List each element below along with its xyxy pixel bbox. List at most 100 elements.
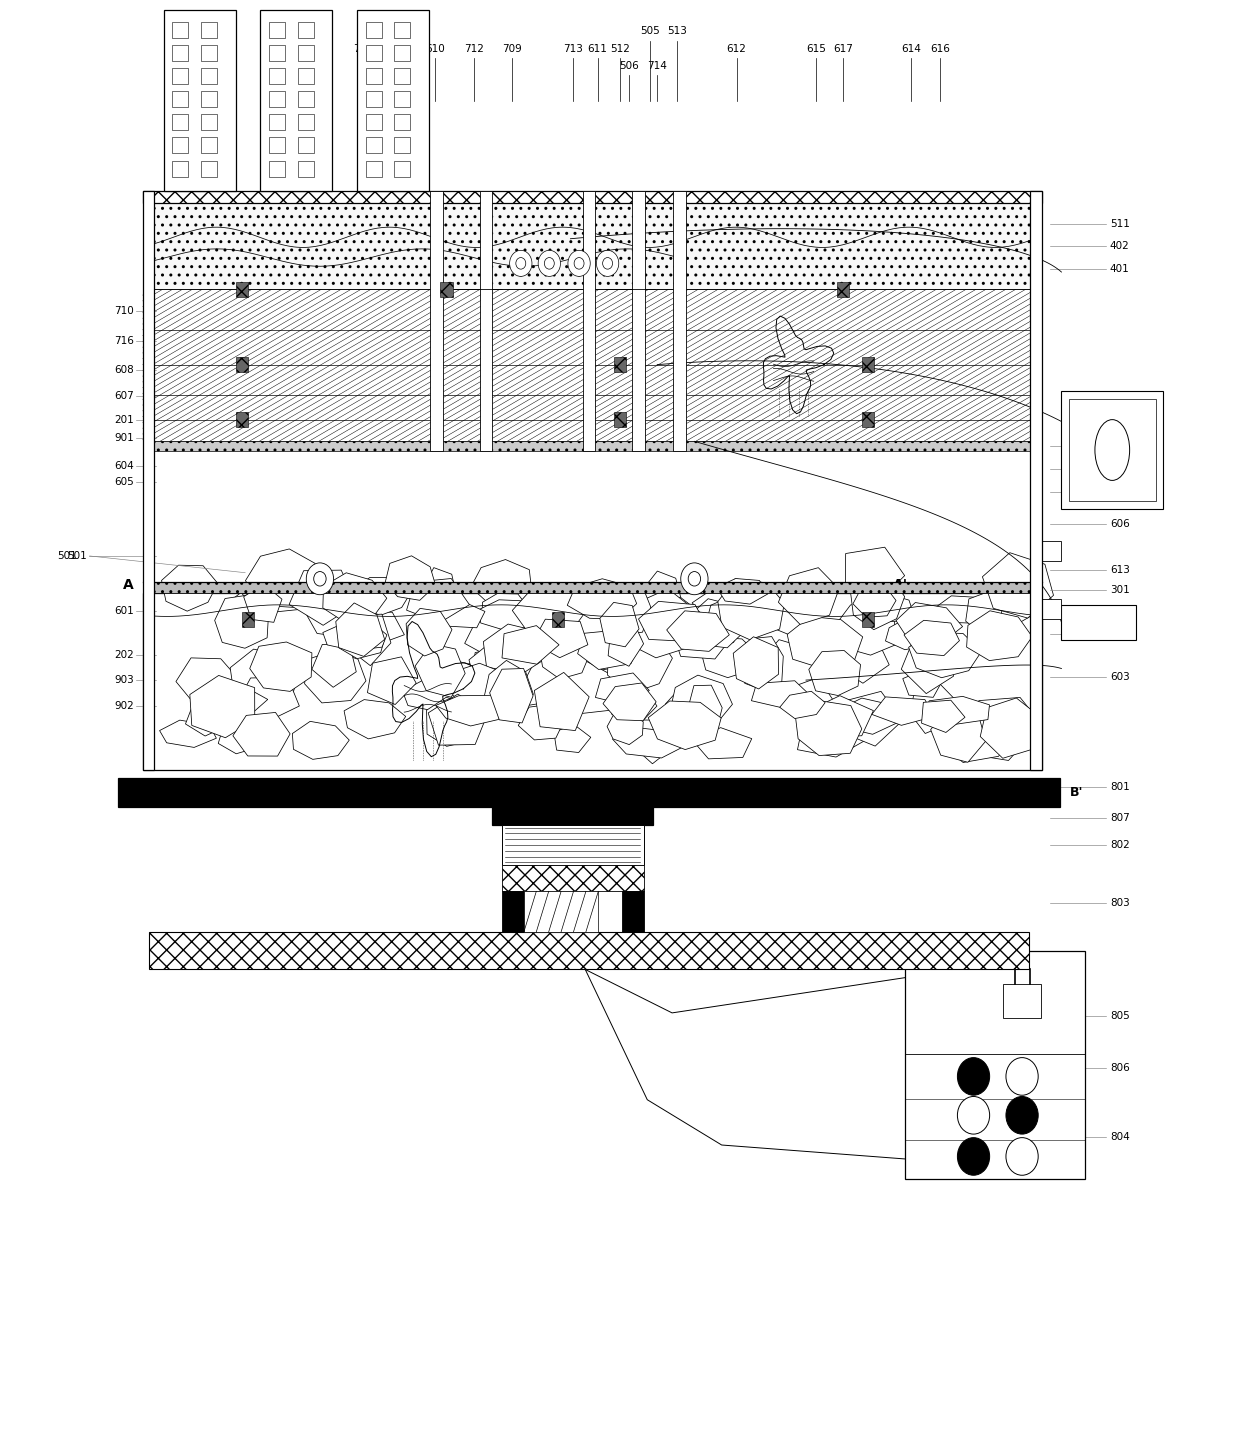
Text: 807: 807: [1110, 813, 1130, 822]
Bar: [622, 891, 645, 932]
Text: 606: 606: [1110, 519, 1130, 528]
Polygon shape: [471, 655, 528, 690]
Bar: [298, 45, 314, 61]
Text: 615: 615: [806, 43, 826, 54]
Bar: [394, 22, 410, 38]
Text: 513: 513: [667, 26, 687, 36]
Bar: [149, 932, 1029, 969]
Polygon shape: [903, 670, 942, 697]
Text: 301: 301: [1110, 586, 1130, 595]
Polygon shape: [233, 712, 290, 757]
Text: 802: 802: [1110, 841, 1130, 849]
Bar: [394, 114, 410, 130]
Polygon shape: [160, 721, 216, 748]
Polygon shape: [215, 595, 269, 648]
Bar: [201, 22, 217, 38]
Polygon shape: [609, 619, 662, 673]
Bar: [143, 582, 1042, 593]
Polygon shape: [691, 599, 740, 650]
Bar: [862, 612, 874, 627]
Bar: [501, 825, 645, 865]
Polygon shape: [637, 589, 691, 648]
Circle shape: [538, 250, 560, 276]
Polygon shape: [211, 687, 268, 715]
Circle shape: [957, 1058, 990, 1095]
Polygon shape: [910, 680, 954, 734]
Polygon shape: [471, 560, 532, 608]
Polygon shape: [779, 567, 839, 625]
Polygon shape: [336, 603, 384, 657]
Bar: [394, 137, 410, 153]
Bar: [366, 22, 382, 38]
Bar: [269, 22, 285, 38]
Polygon shape: [600, 602, 639, 647]
Polygon shape: [717, 579, 768, 603]
Text: 506: 506: [619, 61, 639, 71]
Bar: [440, 282, 453, 297]
Polygon shape: [846, 547, 905, 601]
Polygon shape: [981, 602, 1027, 631]
Polygon shape: [427, 658, 481, 695]
Bar: [366, 91, 382, 107]
Circle shape: [603, 258, 613, 269]
Bar: [172, 114, 188, 130]
Bar: [366, 161, 382, 177]
Polygon shape: [901, 634, 954, 693]
Text: 608: 608: [114, 366, 134, 375]
Bar: [366, 137, 382, 153]
Polygon shape: [693, 728, 751, 758]
Text: 709: 709: [502, 43, 522, 54]
Bar: [298, 161, 314, 177]
Polygon shape: [967, 611, 1032, 661]
Bar: [172, 45, 188, 61]
Bar: [143, 593, 1042, 770]
Polygon shape: [222, 592, 257, 647]
Polygon shape: [346, 614, 391, 666]
Bar: [673, 191, 686, 451]
Bar: [583, 191, 595, 451]
Polygon shape: [611, 684, 657, 726]
Text: 702: 702: [285, 43, 305, 54]
Polygon shape: [465, 616, 522, 660]
Polygon shape: [608, 713, 644, 745]
Polygon shape: [567, 579, 636, 619]
Bar: [394, 91, 410, 107]
Polygon shape: [787, 616, 863, 669]
Text: 401: 401: [1110, 265, 1130, 273]
Polygon shape: [931, 708, 986, 763]
Text: 509: 509: [1110, 464, 1130, 473]
Bar: [298, 91, 314, 107]
Polygon shape: [666, 690, 706, 719]
Bar: [172, 161, 188, 177]
Bar: [1069, 399, 1156, 501]
Polygon shape: [322, 573, 387, 622]
Bar: [172, 22, 188, 38]
Circle shape: [688, 572, 701, 586]
Text: 806: 806: [1110, 1064, 1130, 1072]
Text: 505: 505: [640, 26, 660, 36]
Polygon shape: [853, 585, 897, 618]
Text: 803: 803: [1110, 899, 1130, 907]
Polygon shape: [941, 719, 1014, 763]
Bar: [632, 191, 645, 451]
Polygon shape: [485, 660, 533, 713]
Bar: [269, 137, 285, 153]
Polygon shape: [293, 722, 350, 760]
Polygon shape: [244, 577, 319, 612]
Bar: [394, 68, 410, 84]
Polygon shape: [870, 595, 913, 622]
Polygon shape: [472, 647, 525, 684]
Text: 901: 901: [114, 434, 134, 443]
Circle shape: [568, 250, 590, 276]
Polygon shape: [649, 700, 722, 750]
Polygon shape: [352, 577, 412, 615]
Polygon shape: [839, 692, 903, 747]
Bar: [837, 282, 849, 297]
Bar: [143, 191, 154, 770]
Bar: [862, 412, 874, 427]
Polygon shape: [837, 640, 889, 683]
Polygon shape: [718, 579, 785, 640]
Circle shape: [596, 250, 619, 276]
Polygon shape: [403, 680, 470, 712]
Polygon shape: [289, 570, 357, 625]
